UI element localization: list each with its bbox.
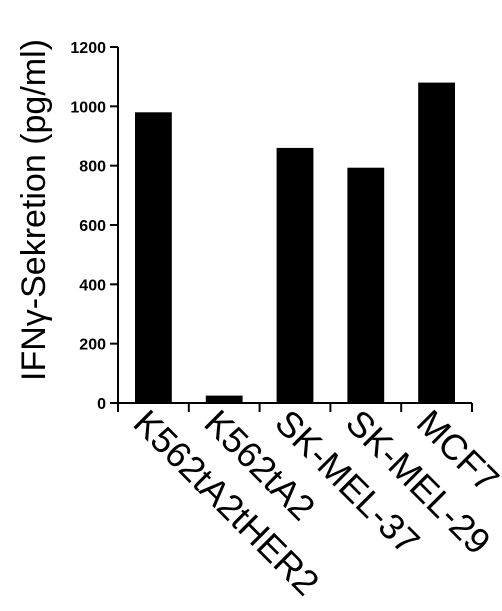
y-tick-label: 800: [79, 159, 106, 176]
bars-group: [135, 82, 455, 404]
bar-k562ta2: [205, 395, 243, 403]
bar-sk-mel-29: [347, 167, 385, 403]
x-ticks-group: K562tA2tHER2K562tA2SK-MEL-37SK-MEL-29MCF…: [117, 402, 502, 603]
y-tick-label: 1000: [70, 99, 106, 116]
y-tick-label: 400: [79, 277, 106, 294]
y-tick-label: 0: [97, 396, 106, 413]
y-axis-label: IFNγ-Sekretion (pg/ml): [15, 39, 53, 381]
y-tick-label: 1200: [70, 40, 106, 57]
bar-mcf7: [418, 82, 455, 403]
bar-k562ta2ther2: [135, 112, 172, 404]
y-tick-label: 200: [79, 337, 106, 354]
y-ticks-group: 0 200 400 600 800 1000 1200: [70, 40, 118, 413]
bar-sk-mel-37: [276, 147, 314, 403]
y-tick-label: 600: [79, 218, 106, 235]
